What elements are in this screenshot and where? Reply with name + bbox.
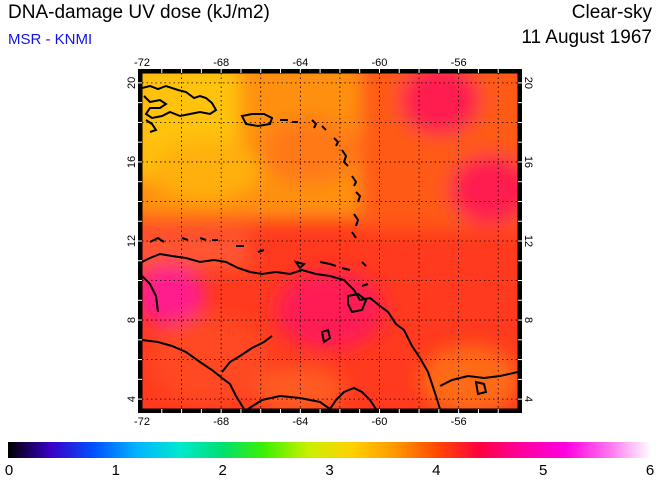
lon-tick-label-top: -64 bbox=[292, 57, 308, 69]
colorbar-label: 2 bbox=[218, 462, 226, 479]
colorbar-label: 6 bbox=[646, 462, 654, 479]
lat-tick-label-right: 4 bbox=[522, 396, 534, 402]
frame-bar-bottom bbox=[138, 409, 522, 413]
colorbar-label: 1 bbox=[112, 462, 120, 479]
coastlines bbox=[142, 84, 518, 409]
colorbar-label: 5 bbox=[539, 462, 547, 479]
colorbar-gradient bbox=[8, 442, 651, 458]
lon-tick-label-top: -56 bbox=[451, 57, 467, 69]
lat-tick-label-right: 8 bbox=[522, 317, 534, 323]
lat-tick-label-left: 8 bbox=[126, 317, 138, 323]
lat-tick-label-right: 12 bbox=[522, 235, 534, 247]
frame-bar-top bbox=[138, 69, 522, 73]
colorbar: 0 1 2 3 4 5 6 bbox=[5, 442, 654, 479]
uv-dose-map: -72 -72 -68 -68 -64 -64 -60 -60 -56 -56 4 4 8 8 12 12 16… bbox=[126, 57, 534, 428]
map-source: MSR - KNMI bbox=[8, 31, 93, 48]
lat-tick-label-left: 12 bbox=[126, 235, 138, 247]
lon-tick-label-top: -60 bbox=[372, 57, 388, 69]
lat-lon-grid bbox=[142, 73, 518, 409]
lon-tick-label-bottom: -64 bbox=[292, 416, 308, 428]
lat-tick-label-left: 20 bbox=[126, 77, 138, 89]
axis-ticks: -72 -72 -68 -68 -64 -64 -60 -60 -56 -56 4 4 8 8 12 12 16… bbox=[126, 57, 534, 428]
lon-tick-label-top: -68 bbox=[213, 57, 229, 69]
map-date: 11 August 1967 bbox=[521, 27, 652, 48]
lat-tick-label-left: 16 bbox=[126, 156, 138, 168]
lat-tick-label-left: 4 bbox=[126, 396, 138, 402]
lon-tick-label-bottom: -72 bbox=[134, 416, 150, 428]
lon-tick-label-bottom: -68 bbox=[213, 416, 229, 428]
lon-tick-label-bottom: -60 bbox=[372, 416, 388, 428]
lat-tick-label-right: 20 bbox=[522, 77, 534, 89]
lon-tick-label-top: -72 bbox=[134, 57, 150, 69]
colorbar-label: 0 bbox=[5, 462, 13, 479]
map-title: DNA-damage UV dose (kJ/m2) bbox=[8, 2, 270, 23]
dose-field bbox=[142, 73, 518, 409]
lat-tick-label-right: 16 bbox=[522, 156, 534, 168]
colorbar-label: 4 bbox=[432, 462, 440, 479]
colorbar-label: 3 bbox=[325, 462, 333, 479]
sky-condition: Clear-sky bbox=[571, 2, 652, 23]
lon-tick-label-bottom: -56 bbox=[451, 416, 467, 428]
